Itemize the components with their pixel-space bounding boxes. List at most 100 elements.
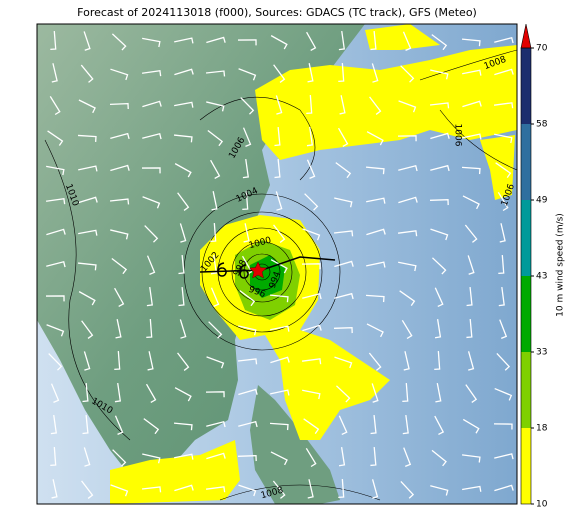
wind-barb <box>205 391 225 398</box>
wind-barb <box>307 63 314 83</box>
colorbar-label: 10 m wind speed (m/s) <box>556 213 566 317</box>
wind-area <box>110 440 240 504</box>
tc-position <box>248 261 268 279</box>
wind-barb <box>467 351 475 371</box>
wind-barb <box>205 486 226 493</box>
contour <box>419 49 517 81</box>
wind-barb <box>462 195 480 210</box>
wind-barb <box>403 447 412 467</box>
wind-barb <box>83 447 91 467</box>
wind-barb <box>461 166 481 175</box>
wind-barb <box>173 134 193 143</box>
wind-barb <box>77 262 97 271</box>
wind-barb <box>429 102 450 109</box>
wind-barb <box>45 295 65 302</box>
wind-barb <box>144 225 159 243</box>
wind-barb <box>174 163 192 178</box>
wind-barb <box>334 260 354 268</box>
wind-barb <box>431 449 447 467</box>
wind-barb <box>303 418 320 434</box>
wind-barb <box>499 223 506 243</box>
wind-barb <box>82 414 89 435</box>
wind-barb <box>434 350 441 371</box>
contours <box>44 49 517 501</box>
wind-barb <box>398 261 417 272</box>
wind-barb <box>494 387 513 401</box>
wind-barb <box>146 318 153 339</box>
wind-barb <box>173 422 193 431</box>
map-frame <box>36 23 518 505</box>
wind-barb <box>210 287 220 307</box>
wind-barb <box>430 132 450 140</box>
wind-barb <box>333 326 353 334</box>
wind-barb <box>462 485 482 492</box>
wind-barb <box>366 131 384 146</box>
wind-barb <box>371 383 379 403</box>
wind-barb <box>110 229 129 240</box>
wind-barb <box>466 318 473 339</box>
wind-barb <box>431 34 448 51</box>
wind-barb <box>83 351 91 371</box>
wind-barb <box>206 356 225 369</box>
wind-barb <box>335 162 352 179</box>
wind-barb <box>339 95 346 115</box>
contour <box>231 241 293 303</box>
wind-barb <box>78 165 98 172</box>
wind-barb <box>403 351 410 371</box>
wind-barb <box>178 286 185 307</box>
colorbar-segment <box>521 276 531 352</box>
wind-barb <box>237 454 257 462</box>
wind-barb <box>366 261 386 268</box>
wind-barb <box>304 193 319 211</box>
wind-barb <box>432 257 447 275</box>
wind-barb <box>274 126 281 147</box>
wind-barb <box>206 36 226 44</box>
wind-barb <box>338 447 346 467</box>
wind-barb <box>270 356 290 364</box>
colorbar-tick-label: 70 <box>536 44 548 54</box>
wind-barb <box>238 420 258 428</box>
wind-barb <box>429 198 449 206</box>
wind-barb <box>370 30 377 51</box>
wind-barb <box>400 65 415 83</box>
wind-barb <box>142 133 162 140</box>
wind-barb <box>178 254 185 275</box>
wind-barb <box>111 33 127 51</box>
wind-barb <box>272 480 286 499</box>
wind-barb <box>306 31 317 52</box>
wind-barb <box>207 130 224 147</box>
colorbar-tick-label: 33 <box>536 348 547 358</box>
wind-barb <box>494 68 514 76</box>
wind-barb <box>334 292 354 300</box>
wind-barb <box>302 324 322 332</box>
wind-barb <box>205 70 226 77</box>
wind-barb <box>462 133 482 140</box>
map-area: 1010100610041002100099899699410101008100… <box>37 24 517 504</box>
wind-barb <box>208 321 223 339</box>
wind-barb <box>46 228 66 236</box>
colorbar-tick-label: 49 <box>536 196 548 206</box>
wind-barb <box>434 415 445 436</box>
wind-barb <box>466 286 473 307</box>
wind-barb <box>270 325 290 332</box>
colorbar-tick-label: 58 <box>536 120 548 130</box>
colorbar-segment <box>521 428 531 504</box>
wind-barb <box>498 254 505 275</box>
wind-barb <box>334 197 353 208</box>
tc-symbols <box>217 262 249 279</box>
wind-barb <box>333 230 354 237</box>
wind-barb <box>368 352 382 371</box>
wind-barb <box>270 35 288 50</box>
wind-barb <box>51 63 58 83</box>
wind-barb <box>302 292 322 300</box>
wind-barb <box>50 414 57 435</box>
wind-barb <box>398 196 418 204</box>
wind-barb <box>142 37 161 48</box>
wind-barb <box>174 37 194 44</box>
contour-label: 1006 <box>453 124 463 147</box>
tc-track <box>199 256 336 273</box>
wind-barb <box>50 383 60 403</box>
wind-barb <box>174 68 194 76</box>
colorbar: 10 18 33 43 49 58 70 10 m wind speed (m/s) <box>520 23 566 510</box>
